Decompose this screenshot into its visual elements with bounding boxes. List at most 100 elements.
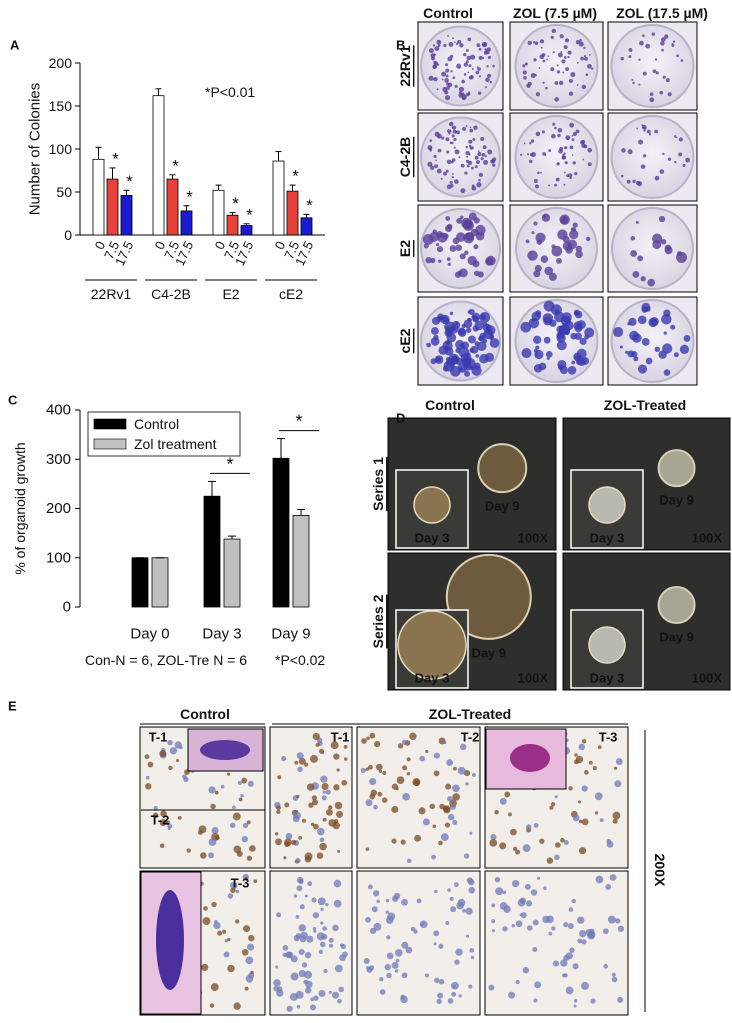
- colony: [549, 319, 557, 327]
- colony: [435, 242, 440, 247]
- cell: [145, 775, 150, 780]
- colony: [567, 55, 570, 59]
- cell: [555, 842, 561, 848]
- cell: [603, 928, 609, 935]
- colony: [466, 164, 470, 168]
- y-tick-label: 150: [49, 98, 73, 114]
- colony: [448, 121, 454, 127]
- colony: [664, 34, 669, 39]
- colony: [539, 39, 545, 44]
- colony: [554, 183, 558, 187]
- cell: [452, 793, 460, 801]
- colony: [682, 163, 686, 167]
- colony: [569, 229, 579, 240]
- colony: [560, 331, 565, 336]
- cell: [235, 919, 240, 924]
- colony: [476, 341, 487, 352]
- cell: [391, 783, 399, 790]
- colony: [463, 52, 467, 57]
- cell: [468, 984, 473, 989]
- row-label: E2: [397, 240, 413, 257]
- colony: [475, 224, 486, 236]
- cell: [281, 756, 287, 762]
- colony: [520, 153, 523, 156]
- petri-dish: [610, 299, 695, 383]
- colony: [562, 153, 565, 156]
- panel-label: B: [396, 38, 405, 53]
- colony: [530, 151, 536, 158]
- colony: [434, 355, 444, 364]
- cell: [247, 943, 255, 951]
- colony: [449, 141, 453, 145]
- cell: [612, 811, 621, 820]
- cell: [232, 805, 236, 810]
- x-tick-label: 7.5: [281, 239, 302, 262]
- colony: [563, 328, 570, 336]
- colony: [522, 70, 527, 75]
- colony: [637, 315, 647, 325]
- cell: [298, 969, 306, 978]
- cell: [363, 957, 370, 964]
- colony: [679, 344, 690, 354]
- cell: [338, 986, 344, 993]
- colony: [478, 47, 482, 51]
- colony: [534, 41, 539, 45]
- cell: [401, 972, 408, 979]
- colony: [432, 44, 436, 47]
- cell: [203, 906, 208, 911]
- y-axis-label: % of organoid growth: [12, 442, 28, 574]
- cell: [533, 822, 539, 828]
- colony: [562, 235, 570, 243]
- cell: [282, 952, 288, 958]
- colony: [468, 64, 472, 68]
- cell: [328, 805, 333, 810]
- bar: [152, 95, 165, 236]
- colony: [484, 48, 487, 51]
- colony: [554, 309, 560, 314]
- colony: [671, 42, 674, 45]
- cell: [321, 795, 327, 801]
- cell: [394, 948, 403, 957]
- colony: [535, 345, 540, 350]
- petri-dish: [514, 115, 599, 199]
- cell: [312, 912, 320, 919]
- colony: [476, 182, 482, 188]
- colony: [585, 73, 589, 77]
- colony: [470, 146, 474, 150]
- cell: [401, 898, 408, 906]
- cell: [551, 926, 556, 931]
- cell: [405, 946, 413, 954]
- tissue-label: T-1: [331, 730, 350, 745]
- colony: [576, 320, 586, 330]
- colony: [571, 135, 574, 137]
- cell: [578, 743, 585, 751]
- colony: [475, 354, 480, 358]
- group-label: 22Rv1: [91, 286, 132, 302]
- colony: [485, 324, 490, 329]
- bar: [240, 225, 253, 236]
- cell: [284, 838, 292, 847]
- colony: [533, 364, 543, 373]
- cell: [229, 881, 238, 890]
- cell: [560, 837, 565, 843]
- colony: [677, 251, 682, 256]
- colony: [642, 71, 647, 76]
- cell: [458, 994, 462, 998]
- tissue-label: T-3: [231, 876, 250, 891]
- cell: [237, 781, 242, 786]
- cell: [332, 924, 339, 932]
- colony: [638, 83, 641, 86]
- colony: [433, 53, 436, 56]
- colony: [625, 350, 629, 354]
- cell: [444, 822, 451, 828]
- cell: [617, 996, 624, 1003]
- cell: [391, 961, 399, 969]
- cell: [494, 809, 499, 815]
- colony: [521, 347, 532, 359]
- cell: [491, 903, 496, 908]
- cell: [276, 912, 282, 918]
- colony: [433, 334, 439, 340]
- group-label: E2: [222, 286, 239, 302]
- cell: [200, 852, 207, 859]
- x-tick-label: 7.5: [161, 239, 182, 262]
